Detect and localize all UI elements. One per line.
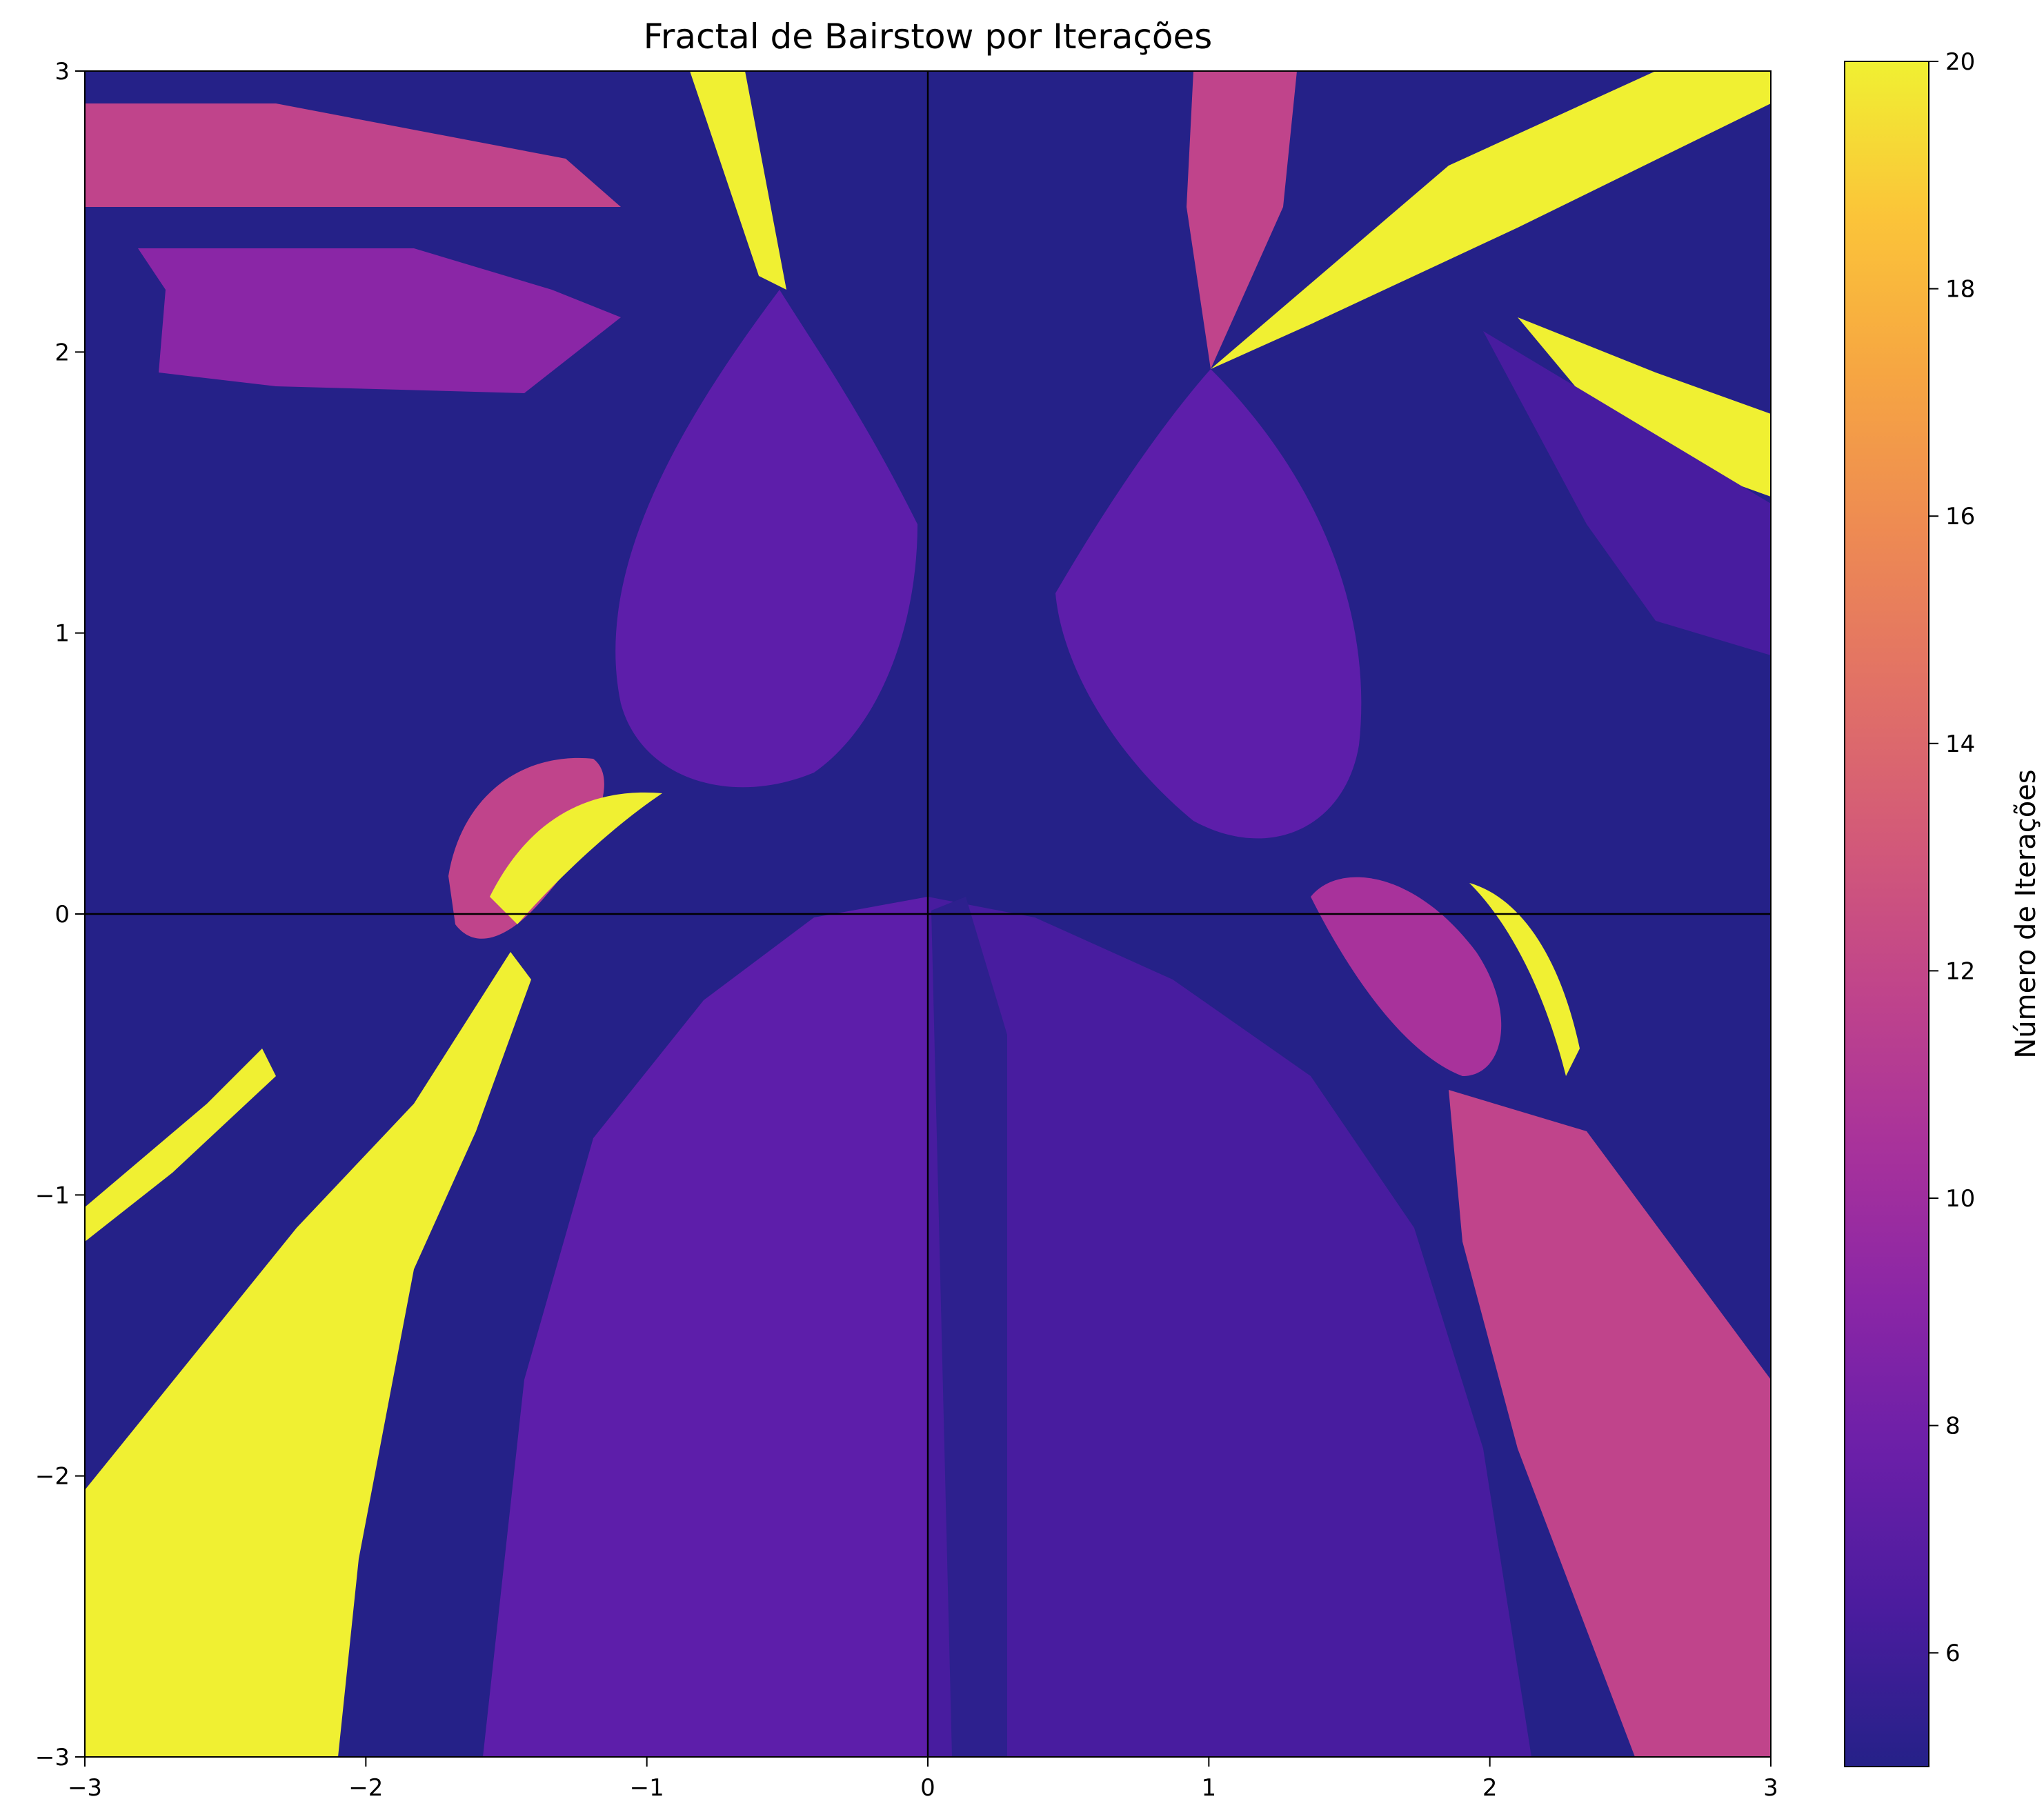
x-axis-ticks: −3 −2 −1 0 1 2 3	[68, 1757, 1778, 1802]
y-tick-label: 0	[54, 901, 70, 928]
y-axis-ticks: −3 −2 −1 0 1 2 3	[35, 58, 85, 1771]
region-purple-upper-right-bulb	[1055, 369, 1362, 839]
colorbar-tick-label: 6	[1945, 1640, 1961, 1667]
x-tick-label: −1	[630, 1774, 664, 1802]
colorbar-tick-label: 8	[1945, 1413, 1961, 1440]
region-yellow-left-strip	[85, 1048, 276, 1242]
x-tick-label: 2	[1482, 1774, 1498, 1802]
colorbar-tick-label: 10	[1945, 1185, 1975, 1213]
colorbar-tick-label: 12	[1945, 957, 1975, 985]
colorbar-tick-label: 14	[1945, 730, 1975, 758]
region-magenta-upper-left	[85, 103, 621, 207]
region-yellow-right-streak	[1518, 317, 1771, 497]
fractal-regions	[85, 71, 1771, 1757]
x-tick-label: 3	[1763, 1774, 1778, 1802]
x-tick-label: −2	[348, 1774, 383, 1802]
region-magenta-upper-right	[1187, 71, 1297, 369]
region-magenta-lower-right	[1449, 1090, 1771, 1757]
y-tick-label: 2	[54, 339, 70, 366]
y-tick-label: −1	[35, 1182, 70, 1209]
colorbar: 6 8 10 12 14 16 18 20 Número de Iterações	[1844, 48, 2042, 1767]
region-yellow-upper-center	[690, 71, 786, 290]
region-indigo-center-stem	[931, 897, 1007, 1757]
y-tick-label: 1	[54, 620, 70, 648]
colorbar-frame	[1844, 61, 1929, 1767]
y-tick-label: −2	[35, 1463, 70, 1491]
region-yellow-lower-left	[85, 952, 531, 1757]
region-magenta-right-disk	[1311, 877, 1502, 1076]
x-tick-label: 1	[1202, 1774, 1217, 1802]
region-indigo-right	[1483, 331, 1771, 655]
region-yellow-left-disk	[490, 792, 662, 924]
chart-title: Fractal de Bairstow por Iterações	[644, 17, 1213, 57]
colorbar-tick-label: 20	[1945, 48, 1975, 76]
region-yellow-right-disk	[1469, 883, 1580, 1076]
colorbar-label: Número de Iterações	[2010, 769, 2042, 1058]
region-purple-upper-left-bulb	[615, 290, 917, 788]
y-tick-label: −3	[35, 1744, 70, 1771]
colorbar-gradient	[1845, 61, 1929, 1767]
region-yellow-upper-right	[1211, 71, 1771, 369]
colorbar-tick-label: 18	[1945, 276, 1975, 304]
colorbar-tick-label: 16	[1945, 503, 1975, 530]
x-tick-label: −3	[68, 1774, 102, 1802]
y-tick-label: 3	[54, 58, 70, 86]
plot-area	[84, 70, 1772, 1758]
region-purple-upper-left	[138, 248, 621, 393]
colorbar-ticks: 6 8 10 12 14 16 18 20	[1929, 48, 1975, 1667]
x-tick-label: 0	[920, 1774, 935, 1802]
region-indigo-lower-right	[928, 897, 1531, 1757]
region-purple-lower-center	[483, 897, 928, 1757]
